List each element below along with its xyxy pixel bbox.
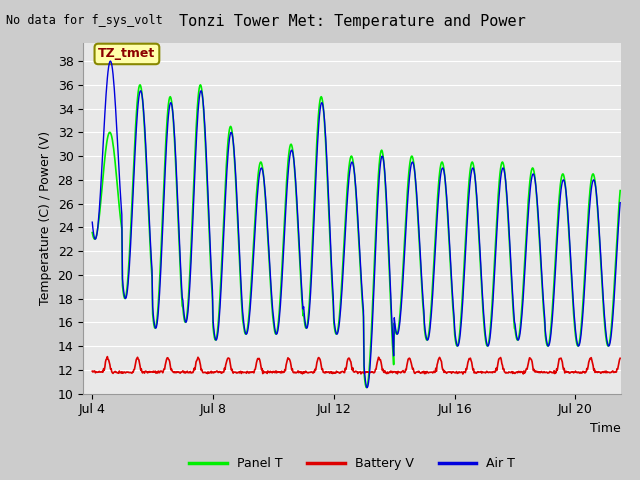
Text: TZ_tmet: TZ_tmet bbox=[99, 48, 156, 60]
Text: No data for f_sys_volt: No data for f_sys_volt bbox=[6, 14, 163, 27]
Y-axis label: Temperature (C) / Power (V): Temperature (C) / Power (V) bbox=[39, 132, 52, 305]
Text: Tonzi Tower Met: Temperature and Power: Tonzi Tower Met: Temperature and Power bbox=[179, 14, 525, 29]
X-axis label: Time: Time bbox=[590, 422, 621, 435]
Legend: Panel T, Battery V, Air T: Panel T, Battery V, Air T bbox=[184, 452, 520, 475]
